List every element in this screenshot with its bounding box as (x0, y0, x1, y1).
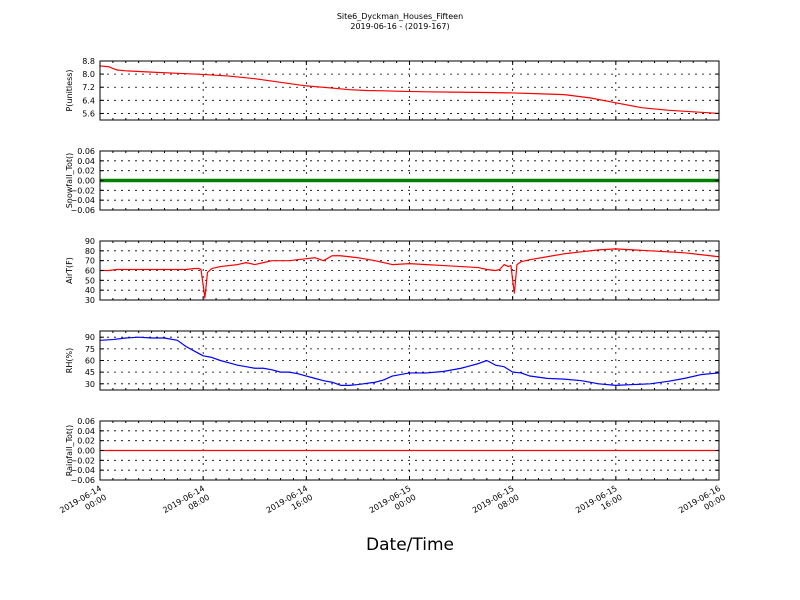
chart-panel-2: 0.060.040.020.00−0.02−0.04−0.06Snowfall_… (65, 147, 720, 215)
y-tick-label: −0.06 (70, 476, 95, 485)
chart-panels: 8.88.07.26.45.6P(unitless)0.060.040.020.… (65, 57, 720, 485)
y-axis-label: Snowfall_Tot() (65, 153, 74, 209)
figure-title: Site6_Dyckman_Houses_Fifteen (337, 12, 463, 21)
series-line-1 (100, 248, 719, 299)
figure-subtitle: 2019-06-16 - (2019-167) (350, 22, 449, 31)
y-tick-label: 0.04 (77, 427, 95, 436)
y-tick-label: 80 (85, 247, 95, 256)
y-tick-label: 8.0 (82, 70, 95, 79)
y-tick-label: 8.8 (82, 57, 95, 66)
y-axis-label: P(unitless) (65, 69, 74, 111)
x-tick-label: 2019-06-1600:00 (677, 484, 727, 524)
x-tick-label: 2019-06-1508:00 (471, 484, 521, 524)
x-tick-label: 2019-06-1400:00 (58, 484, 108, 524)
x-tick-label: 2019-06-1416:00 (265, 484, 315, 524)
y-tick-label: 0.04 (77, 157, 95, 166)
y-tick-label: 5.6 (82, 109, 95, 118)
y-tick-label: 0.00 (77, 177, 95, 186)
y-tick-label: −0.02 (70, 186, 95, 195)
y-tick-label: 7.2 (82, 83, 95, 92)
y-tick-label: 60 (85, 357, 95, 366)
y-tick-label: 90 (85, 237, 95, 246)
x-axis-tick-labels: 2019-06-1400:00 2019-06-1408:00 2019-06-14… (58, 484, 727, 524)
chart-panel-5: 0.060.040.020.00−0.02−0.04−0.06Rainfall_… (65, 417, 720, 485)
y-tick-label: 6.4 (82, 96, 95, 105)
y-tick-label: −0.04 (70, 466, 95, 475)
y-tick-label: 0.00 (77, 447, 95, 456)
series-line-1 (100, 65, 719, 115)
x-axis-label: Date/Time (366, 535, 454, 555)
x-tick-label: 2019-06-1500:00 (368, 484, 418, 524)
y-tick-label: −0.02 (70, 456, 95, 465)
y-tick-label: 30 (85, 296, 95, 305)
y-tick-label: 50 (85, 276, 95, 285)
y-tick-label: 30 (85, 380, 95, 389)
series-group (100, 336, 719, 386)
y-tick-label: 70 (85, 257, 95, 266)
chart-panel-4: 90 75 60 45 30 RH(%) (65, 330, 720, 391)
y-axis-label: AirT(F) (65, 257, 74, 284)
y-tick-label: −0.06 (70, 206, 95, 215)
y-tick-label: 75 (85, 345, 95, 354)
y-tick-label: 90 (85, 333, 95, 342)
y-tick-label: 40 (85, 286, 95, 295)
y-tick-label: 45 (85, 368, 95, 377)
y-tick-label: 0.02 (77, 167, 95, 176)
series-group (100, 248, 719, 299)
y-tick-label: 0.06 (77, 417, 95, 426)
y-tick-label: −0.04 (70, 196, 95, 205)
y-axis-label: Rainfall_Tot() (65, 425, 74, 477)
x-tick-label: 2019-06-1408:00 (161, 484, 211, 524)
series-group (100, 178, 719, 183)
y-tick-label: 0.06 (77, 147, 95, 156)
y-axis-label: RH(%) (65, 348, 74, 373)
y-tick-label: 60 (85, 267, 95, 276)
y-tick-label: 0.02 (77, 437, 95, 446)
series-group (100, 65, 719, 115)
x-tick-label: 2019-06-1516:00 (574, 484, 624, 524)
chart-panel-1: 8.8 8.0 7.2 6.4 5.6 P(unitless) (65, 57, 720, 121)
series-line-1 (100, 336, 719, 386)
